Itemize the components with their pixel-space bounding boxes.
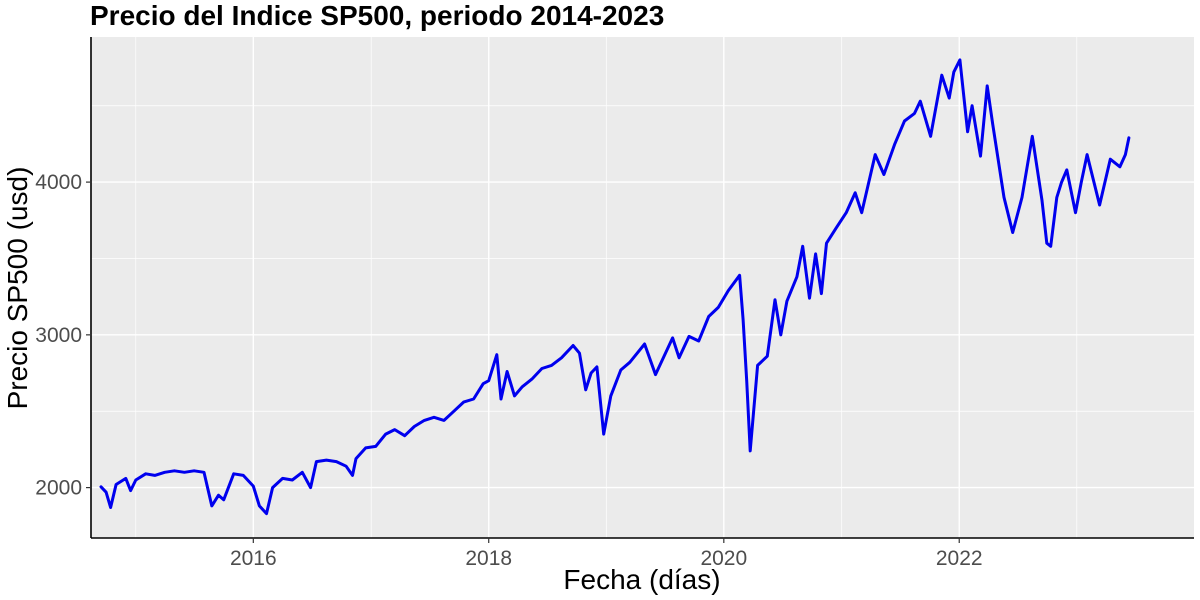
x-tick-label: 2022 <box>936 547 983 570</box>
minor-gridlines <box>91 37 1194 538</box>
y-tick-label: 3000 <box>35 324 82 347</box>
y-tick-label: 4000 <box>35 171 82 194</box>
x-tick-label: 2018 <box>465 547 512 570</box>
y-axis-title: Precio SP500 (usd) <box>2 167 33 410</box>
x-ticks: 2016 2018 2020 2022 <box>230 538 983 570</box>
x-tick-label: 2016 <box>230 547 277 570</box>
series-layer <box>99 58 1131 516</box>
major-gridlines <box>91 37 1194 538</box>
x-tick-label: 2020 <box>700 547 747 570</box>
x-axis-title: Fecha (días) <box>563 564 720 595</box>
y-tick-label: 2000 <box>35 477 82 500</box>
chart-title: Precio del Indice SP500, periodo 2014-20… <box>90 0 664 31</box>
plot-panel <box>91 37 1194 538</box>
price-series-line <box>99 58 1131 516</box>
y-ticks: 2000 3000 4000 <box>35 171 91 500</box>
